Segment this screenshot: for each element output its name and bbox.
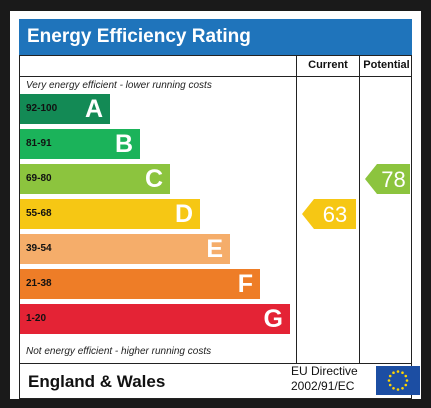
eu-directive: EU Directive 2002/91/EC — [291, 364, 358, 394]
chart-header: Energy Efficiency Rating — [19, 19, 412, 56]
potential-rating-arrow: 78 — [365, 164, 410, 194]
rating-band-g: 1-20 G — [20, 304, 290, 334]
rating-grid: Current Potential Very energy efficient … — [19, 55, 412, 364]
current-rating-arrow-value: 63 — [323, 202, 347, 227]
flag-star-icon — [387, 379, 391, 382]
directive-line-2: 2002/91/EC — [291, 379, 355, 393]
flag-star-icon — [396, 370, 400, 373]
column-header-potential: Potential — [363, 59, 410, 71]
flag-star-icon — [388, 374, 392, 378]
energy-rating-card: Energy Efficiency Rating Current Potenti… — [10, 11, 421, 399]
bottom-note: Not energy efficient - higher running co… — [26, 346, 212, 357]
band-letter: D — [174, 200, 193, 228]
band-letter: C — [144, 165, 163, 193]
region-label: England & Wales — [28, 372, 166, 391]
eu-flag-icon — [376, 366, 420, 395]
band-letter: E — [206, 235, 223, 263]
band-range-label: 69-80 — [26, 173, 52, 184]
flag-star-icon — [392, 371, 395, 375]
band-letter: F — [237, 270, 253, 298]
rating-band-a: 92-100 A — [20, 94, 110, 124]
potential-rating-arrow-value: 78 — [381, 167, 405, 192]
flag-star-icon — [404, 383, 408, 387]
chart-footer: England & Wales EU Directive 2002/91/EC — [19, 364, 420, 399]
chart-title: Energy Efficiency Rating — [27, 26, 251, 47]
band-range-label: 55-68 — [26, 208, 52, 219]
column-divider-current — [296, 56, 297, 363]
band-letter: A — [84, 95, 103, 123]
current-rating-arrow: 63 — [302, 199, 356, 229]
flag-star-icon — [392, 386, 395, 390]
rating-band-d: 55-68 D — [20, 199, 200, 229]
top-note: Very energy efficient - lower running co… — [26, 80, 212, 91]
rating-band-e: 39-54 E — [20, 234, 230, 264]
flag-star-icon — [396, 388, 400, 391]
flag-star-icon — [404, 374, 408, 378]
column-divider-potential — [359, 56, 360, 363]
flag-star-icon — [401, 386, 404, 390]
band-range-label: 1-20 — [26, 313, 47, 324]
band-range-label: 81-91 — [26, 138, 52, 149]
flag-star-icon — [401, 371, 404, 375]
rating-band-b: 81-91 B — [20, 129, 140, 159]
column-header-current: Current — [308, 59, 348, 71]
flag-star-icon — [388, 383, 392, 387]
rating-band-f: 21-38 F — [20, 269, 260, 299]
band-range-label: 21-38 — [26, 278, 52, 289]
band-letter: G — [263, 305, 283, 333]
rating-band-c: 69-80 C — [20, 164, 170, 194]
band-letter: B — [114, 130, 133, 158]
header-divider — [20, 76, 411, 77]
band-range-label: 92-100 — [26, 103, 58, 114]
band-range-label: 39-54 — [26, 243, 52, 254]
directive-line-1: EU Directive — [291, 364, 358, 378]
flag-star-icon — [405, 379, 409, 382]
